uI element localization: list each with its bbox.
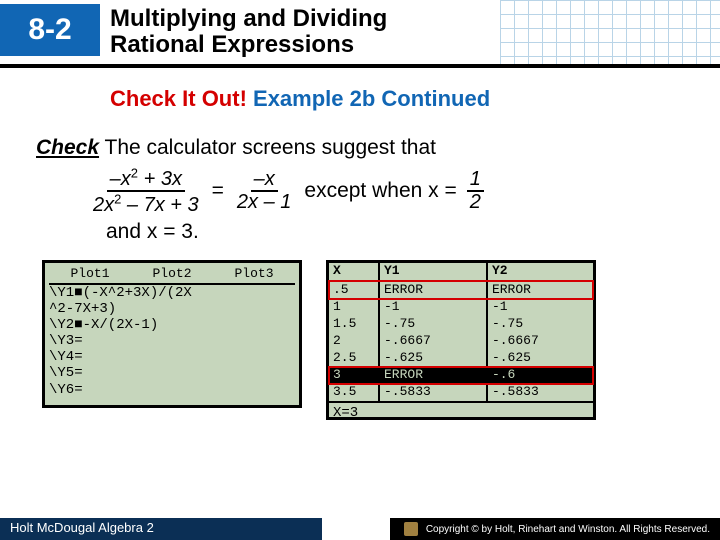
calc-table: X Y1 Y2 .5 ERROR ERROR 1 -1 -1 1.5 -.75 …	[329, 263, 593, 401]
subtitle-blue: Example 2b Continued	[247, 86, 490, 111]
cell-y1: -1	[379, 299, 487, 316]
copyright-text: Copyright © by Holt, Rinehart and Winsto…	[426, 524, 710, 535]
fraction-half: 1 2	[467, 169, 484, 213]
frac2-denom: 2x – 1	[234, 192, 294, 213]
frac2-numer: –x	[251, 169, 278, 192]
slide-footer: Holt McDougal Algebra 2 Copyright © by H…	[0, 514, 720, 540]
frac3-numer: 1	[467, 169, 484, 192]
calculator-screens-row: Plot1 Plot2 Plot3 \Y1■(‑X^2+3X)/(2X ^2‑7…	[42, 260, 720, 420]
col-y2: Y2	[487, 263, 593, 281]
slide-header: 8-2 Multiplying and Dividing Rational Ex…	[0, 0, 720, 68]
cell-y2: -.625	[487, 350, 593, 367]
except-text: except when x =	[304, 177, 456, 205]
fraction-rhs: –x 2x – 1	[234, 169, 294, 213]
table-row: 2 -.6667 -.6667	[329, 333, 593, 350]
calc-line-1: ^2‑7X+3)	[49, 301, 295, 317]
cell-x: 1	[329, 299, 379, 316]
header-title: Multiplying and Dividing Rational Expres…	[110, 6, 387, 59]
header-grid-decoration	[500, 0, 720, 68]
cell-y1: -.75	[379, 316, 487, 333]
title-line-1: Multiplying and Dividing	[110, 6, 387, 32]
equals-sign: =	[212, 177, 224, 205]
header-divider	[0, 64, 720, 68]
calc-line-6: \Y6=	[49, 382, 295, 398]
footer-copyright: Copyright © by Holt, Rinehart and Winsto…	[390, 518, 720, 540]
and-text: and x = 3.	[106, 220, 199, 243]
plot2-tab: Plot2	[131, 266, 213, 283]
equation-row: –x2 + 3x 2x2 – 7x + 3 = –x 2x – 1 except…	[86, 166, 692, 215]
cell-x: 1.5	[329, 316, 379, 333]
calc-table-header-row: X Y1 Y2	[329, 263, 593, 281]
check-label: Check	[36, 136, 99, 159]
calc-screen-table: X Y1 Y2 .5 ERROR ERROR 1 -1 -1 1.5 -.75 …	[326, 260, 596, 420]
frac1-denom: 2x2 – 7x + 3	[90, 192, 202, 216]
col-y1: Y1	[379, 263, 487, 281]
plot3-tab: Plot3	[213, 266, 295, 283]
section-number-badge: 8-2	[0, 4, 100, 56]
example-subtitle: Check It Out! Example 2b Continued	[110, 86, 720, 112]
cell-y2: ERROR	[487, 281, 593, 299]
cell-y1: -.5833	[379, 384, 487, 401]
calc-table-current-x: X=3	[329, 401, 593, 423]
table-row: 1 -1 -1	[329, 299, 593, 316]
cell-y2: -.5833	[487, 384, 593, 401]
footer-book-title: Holt McDougal Algebra 2	[0, 520, 154, 535]
cell-x: 3.5	[329, 384, 379, 401]
cell-x: .5	[329, 281, 379, 299]
frac3-denom: 2	[467, 192, 484, 213]
table-row: 3 ERROR -.6	[329, 367, 593, 384]
cell-y1: ERROR	[379, 281, 487, 299]
cell-y2: -1	[487, 299, 593, 316]
table-row: .5 ERROR ERROR	[329, 281, 593, 299]
and-clause: and x = 3.	[106, 218, 692, 246]
calc-line-0: \Y1■(‑X^2+3X)/(2X	[49, 285, 295, 301]
cell-y2: -.6	[487, 367, 593, 384]
cell-x: 3	[329, 367, 379, 384]
cell-y1: -.625	[379, 350, 487, 367]
lead-text: The calculator screens suggest that	[99, 136, 436, 159]
copyright-badge-icon	[404, 522, 418, 536]
calc-plot-tabs: Plot1 Plot2 Plot3	[49, 266, 295, 285]
cell-x: 2.5	[329, 350, 379, 367]
calc-line-2: \Y2■‑X/(2X‑1)	[49, 317, 295, 333]
cell-y2: -.6667	[487, 333, 593, 350]
calc-line-3: \Y3=	[49, 333, 295, 349]
table-row: 2.5 -.625 -.625	[329, 350, 593, 367]
calc-line-4: \Y4=	[49, 349, 295, 365]
frac1-numer: –x2 + 3x	[107, 166, 185, 192]
cell-y1: -.6667	[379, 333, 487, 350]
subtitle-red: Check It Out!	[110, 86, 247, 111]
table-row: 1.5 -.75 -.75	[329, 316, 593, 333]
fraction-lhs: –x2 + 3x 2x2 – 7x + 3	[90, 166, 202, 215]
cell-y2: -.75	[487, 316, 593, 333]
title-line-2: Rational Expressions	[110, 32, 387, 58]
lead-sentence: Check The calculator screens suggest tha…	[36, 134, 692, 162]
calc-line-5: \Y5=	[49, 365, 295, 381]
plot1-tab: Plot1	[49, 266, 131, 283]
col-x: X	[329, 263, 379, 281]
table-row: 3.5 -.5833 -.5833	[329, 384, 593, 401]
body-content: Check The calculator screens suggest tha…	[36, 134, 692, 246]
cell-y1: ERROR	[379, 367, 487, 384]
cell-x: 2	[329, 333, 379, 350]
calc-screen-yequals: Plot1 Plot2 Plot3 \Y1■(‑X^2+3X)/(2X ^2‑7…	[42, 260, 302, 408]
